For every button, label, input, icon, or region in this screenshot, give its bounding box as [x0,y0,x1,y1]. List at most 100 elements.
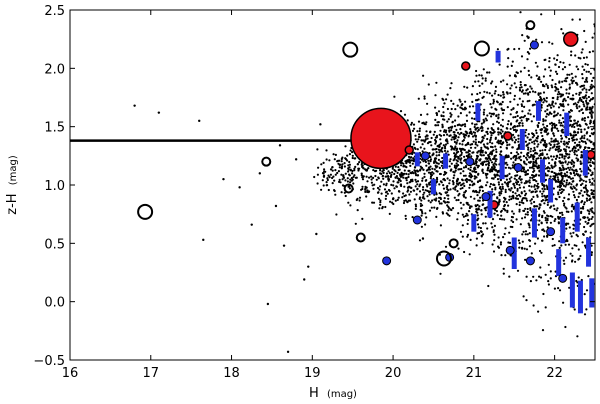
data-point [413,151,416,154]
data-point [572,146,576,149]
data-point [536,237,540,240]
data-point [522,186,526,189]
data-point [428,182,431,185]
data-point [588,218,591,221]
data-point [583,203,586,206]
data-point [531,141,534,144]
data-point [553,110,556,113]
data-point [571,254,574,257]
data-point [350,176,353,180]
data-point [536,65,539,68]
data-point [489,136,493,139]
data-point [409,156,412,159]
data-point [521,197,524,200]
data-point [414,178,417,181]
data-point [550,121,553,124]
data-point [558,184,561,187]
data-point [534,91,537,94]
data-point [513,184,516,187]
data-point [282,244,286,247]
data-point [509,92,512,95]
data-point [589,72,592,75]
data-point [583,225,586,229]
data-point [526,213,529,216]
data-point [506,183,510,186]
data-point [453,133,456,136]
data-point [358,161,361,164]
data-point [578,110,581,113]
data-point [524,84,527,87]
x-axis: 16 17 18 19 20 21 22 [62,10,563,381]
data-point [412,157,415,160]
data-point [528,74,531,77]
data-point [588,212,591,215]
data-point [353,174,356,177]
data-point [460,207,463,210]
data-point [439,272,442,275]
data-point [413,166,417,169]
data-point [333,179,336,182]
data-point [547,263,550,266]
data-point [552,155,555,158]
data-point [511,210,514,213]
data-point [458,123,461,126]
data-point [434,94,437,97]
data-point [460,167,463,171]
data-point [454,137,457,140]
data-point [403,185,406,188]
data-point [316,148,319,151]
data-point [563,196,566,199]
data-point [410,186,413,189]
data-point [584,63,587,66]
data-point [538,206,541,209]
data-point [561,100,565,103]
data-point [539,97,543,100]
data-point [316,173,319,176]
data-point [444,131,447,134]
data-point [492,250,496,253]
data-point [512,212,515,215]
data-point [468,183,472,186]
data-point [567,222,570,225]
data-point [571,149,574,152]
data-point [564,155,567,158]
data-point [511,126,515,129]
data-point [456,139,459,142]
blue-marker [481,192,491,202]
data-point [542,292,545,296]
data-point [473,170,476,173]
data-point [526,92,530,95]
data-point [238,186,241,189]
red-marker [586,149,595,160]
data-point [469,130,472,133]
data-point [480,148,483,152]
data-point [571,123,575,126]
data-point [585,188,588,192]
data-point [457,182,461,185]
blue-bar [574,202,580,232]
data-point [568,87,571,90]
data-point [520,151,523,154]
data-point [530,191,533,194]
data-point [374,174,377,178]
data-point [370,178,373,181]
data-point [446,150,449,153]
data-point [482,68,485,71]
x-tick-label: 17 [142,366,159,381]
data-point [591,106,594,109]
data-point [551,86,554,89]
data-point [498,194,501,197]
data-point [426,134,429,137]
data-point [497,133,500,136]
data-point [387,177,390,181]
data-point [526,154,529,157]
data-point [510,215,513,219]
data-point [448,134,451,137]
data-point [529,160,533,163]
data-point [403,113,407,116]
data-point [532,178,535,182]
data-point [434,164,437,167]
data-point [582,103,585,106]
data-point [581,118,584,121]
data-point [574,75,577,78]
